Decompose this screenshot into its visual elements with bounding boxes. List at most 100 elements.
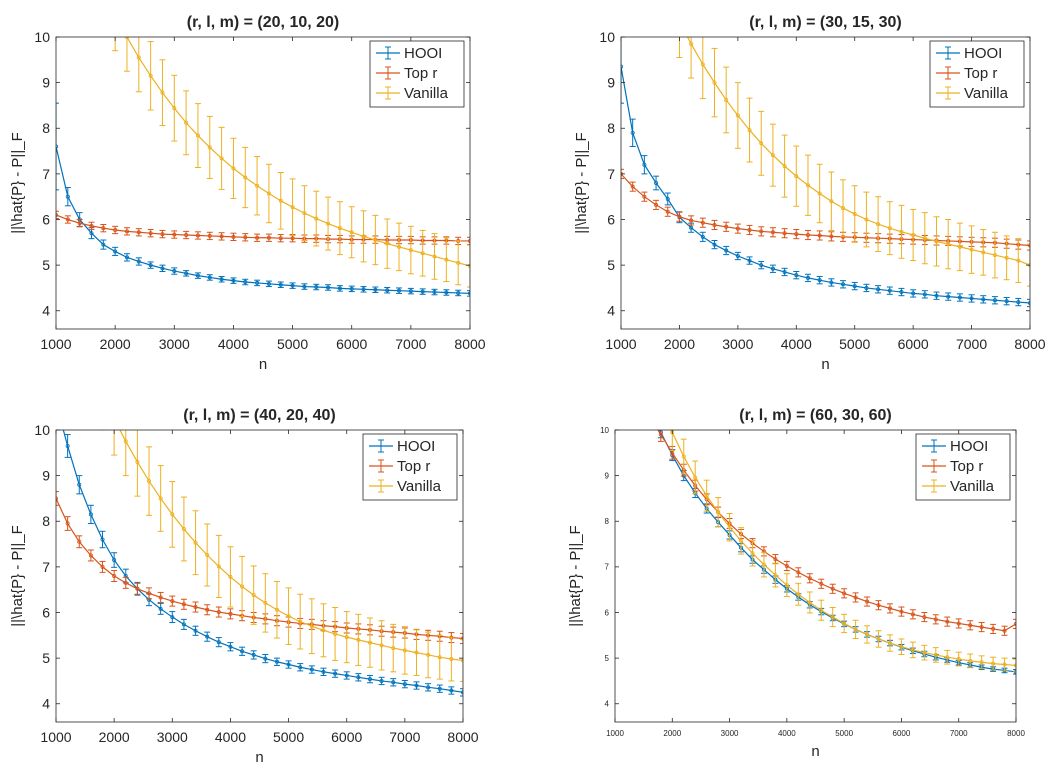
y-tick-label: 7	[42, 559, 50, 575]
data-point	[796, 592, 801, 597]
data-point	[77, 221, 82, 226]
data-point	[356, 675, 361, 680]
axes-frame	[55, 36, 471, 330]
legend-label: HOOI	[950, 438, 988, 455]
data-point	[934, 239, 939, 244]
data-point	[432, 290, 437, 295]
data-point	[700, 234, 705, 239]
y-tick-label: 8	[42, 120, 50, 136]
legend-label: Vanilla	[950, 478, 995, 495]
x-tick-label: 8000	[447, 729, 478, 745]
chart-panel-3: 1000 2000 3000 4000 5000 6000 7000 8000 4 5 6 7 8 9 10…	[9, 333, 479, 766]
data-point	[181, 622, 186, 627]
data-point	[112, 558, 117, 563]
y-tick-label: 5	[42, 650, 50, 666]
legend: HOOI Top r Vanilla	[929, 40, 1025, 108]
data-point	[630, 184, 635, 189]
data-point	[865, 632, 870, 637]
data-point	[911, 233, 916, 238]
y-tick-label: 4	[607, 303, 615, 319]
data-point	[654, 180, 659, 185]
data-point	[807, 600, 812, 605]
data-point	[89, 365, 92, 368]
legend-label: Vanilla	[397, 478, 442, 495]
legend-label: Vanilla	[964, 85, 1009, 102]
legend-box	[369, 40, 465, 108]
data-point	[658, 432, 663, 437]
data-point	[648, 415, 651, 418]
data-point	[956, 657, 961, 662]
data-point	[219, 156, 224, 161]
data-point	[113, 227, 118, 232]
data-point	[243, 175, 248, 180]
y-tick-label: 10	[600, 426, 609, 435]
x-axis-label: n	[255, 749, 263, 766]
data-point	[945, 619, 950, 624]
axes-frame	[614, 429, 1017, 723]
data-point	[659, 408, 662, 411]
data-point	[65, 217, 70, 222]
y-tick-label: 5	[605, 654, 610, 663]
data-point	[876, 603, 881, 608]
y-tick-label: 10	[599, 29, 615, 45]
data-point	[321, 669, 326, 674]
data-point	[968, 658, 973, 663]
data-point	[693, 475, 698, 480]
data-point	[1002, 628, 1007, 633]
data-point	[654, 202, 659, 207]
data-point	[135, 459, 140, 464]
data-point	[100, 564, 105, 569]
data-point	[78, 333, 81, 336]
data-point	[665, 209, 670, 214]
data-point	[216, 640, 221, 645]
series-vanilla	[659, 408, 1016, 673]
data-point	[735, 113, 740, 118]
data-point	[243, 235, 248, 240]
data-point	[89, 223, 94, 228]
data-point	[805, 233, 810, 238]
data-point	[278, 198, 283, 203]
data-point	[830, 615, 835, 620]
data-point	[739, 538, 744, 543]
legend: HOOI Top r Vanilla	[362, 433, 458, 501]
x-tick-label: 4000	[781, 336, 812, 352]
data-point	[432, 254, 437, 259]
x-tick-label: 1000	[40, 336, 71, 352]
data-point	[1004, 299, 1009, 304]
data-point	[251, 652, 256, 657]
data-point	[678, 19, 681, 22]
data-point	[302, 211, 307, 216]
data-point	[88, 553, 93, 558]
x-tick-label: 2000	[99, 729, 130, 745]
data-point	[158, 595, 163, 600]
data-point	[782, 269, 787, 274]
data-point	[349, 286, 354, 291]
y-tick-label: 9	[42, 75, 50, 91]
data-point	[773, 557, 778, 562]
chart-title: (r, l, m) = (20, 10, 20)	[187, 14, 340, 31]
data-point	[101, 226, 106, 231]
data-point	[228, 611, 233, 616]
data-point	[349, 230, 354, 235]
y-tick-label: 10	[34, 29, 50, 45]
data-point	[373, 238, 378, 243]
data-point	[420, 289, 425, 294]
y-tick-label: 4	[42, 696, 50, 712]
data-point	[712, 242, 717, 247]
series-vanilla	[112, 37, 470, 288]
data-point	[172, 232, 177, 237]
data-point	[136, 230, 141, 235]
data-point	[864, 217, 869, 222]
data-point	[794, 232, 799, 237]
data-point	[266, 191, 271, 196]
data-point	[397, 288, 402, 293]
data-point	[625, 365, 628, 368]
data-point	[876, 636, 881, 641]
x-tick-label: 6000	[331, 729, 362, 745]
data-point	[796, 570, 801, 575]
data-point	[794, 273, 799, 278]
data-point	[123, 580, 128, 585]
data-point	[379, 643, 384, 648]
data-point	[124, 255, 129, 260]
